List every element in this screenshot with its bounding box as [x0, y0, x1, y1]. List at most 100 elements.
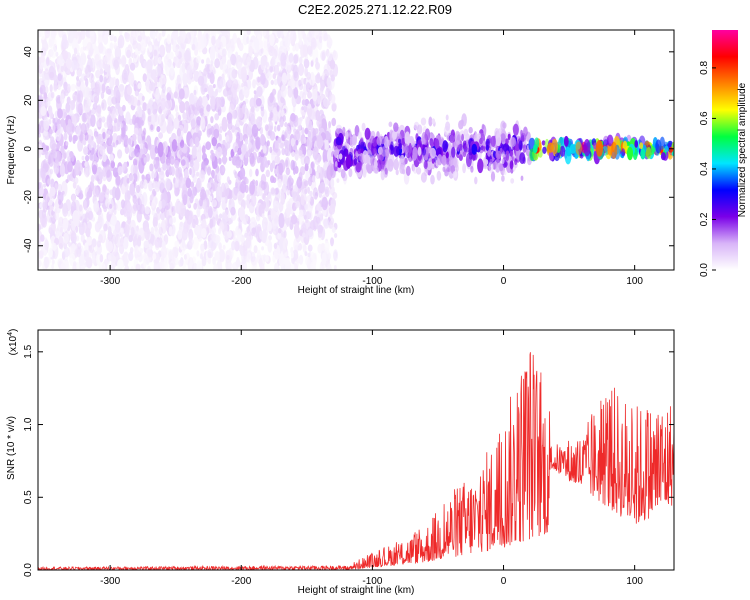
spectrogram-cell — [232, 79, 239, 91]
spectrogram-cell — [90, 114, 96, 127]
spectrogram-cell — [173, 91, 178, 99]
spectrogram-cell — [284, 252, 288, 257]
spectrogram-cell — [120, 227, 125, 235]
spectrogram-cell — [277, 227, 282, 234]
spectrogram-cell — [294, 80, 300, 89]
spectrogram-cell — [43, 183, 47, 188]
spectrogram-cell — [230, 41, 236, 51]
spectrogram-cell — [317, 95, 321, 105]
spectrogram-cell — [106, 169, 113, 182]
spectrogram-cell — [132, 194, 137, 204]
spectrogram-cell — [49, 84, 53, 93]
spectrogram-cell — [166, 52, 171, 58]
spectrogram-cell — [222, 156, 227, 165]
spectrogram-cell — [495, 150, 502, 160]
spectrogram-cell — [398, 142, 402, 150]
spectrogram-cell — [82, 39, 87, 47]
spectrogram-cell — [445, 151, 449, 159]
spectrogram-cell — [118, 30, 123, 36]
spectrogram-cell — [67, 161, 73, 173]
spectrogram-cell — [283, 212, 288, 220]
spectrogram-cell — [206, 182, 212, 190]
spectrogram-cell — [210, 95, 216, 108]
spectrogram-cell — [147, 249, 152, 258]
spectrogram-cell — [302, 44, 308, 57]
spectrogram-cell — [115, 102, 121, 116]
spectrogram-cell — [502, 143, 510, 153]
spectrogram-cell — [327, 133, 332, 141]
spectrogram-cell — [262, 156, 268, 168]
spectrogram-cell — [362, 150, 369, 164]
spectrogram-cell — [412, 146, 418, 160]
spectrogram-cell — [271, 160, 276, 169]
spectrogram-cell — [65, 141, 69, 146]
spectrogram-cell — [301, 30, 305, 36]
spectrogram-cell — [211, 35, 216, 46]
spectrogram-cell — [86, 191, 91, 200]
spectrogram-cell — [490, 171, 496, 182]
spectrogram-cell — [49, 71, 55, 79]
spectrogram-cell — [49, 110, 54, 120]
spectrogram-cell — [194, 47, 199, 56]
spectrogram-cell — [365, 163, 370, 172]
spectrogram-cell — [49, 186, 56, 197]
spectrogram-cell — [659, 136, 666, 150]
spectrogram-cell — [238, 220, 242, 229]
snr-y-tick-label: 1.5 — [23, 344, 34, 358]
spectrogram-cell — [282, 174, 288, 186]
spectrogram-cell — [542, 146, 547, 154]
spectrogram-cell — [228, 262, 233, 270]
spectrogram-cell — [292, 105, 296, 113]
spectrogram-cell — [137, 235, 142, 241]
spectrogram-cell — [569, 143, 576, 154]
spectrogram-cell — [63, 246, 70, 258]
spectrogram-cell — [120, 208, 125, 216]
spectrogram-cell — [222, 244, 226, 250]
spectrogram-cell — [302, 232, 306, 238]
spectrogram-cell — [95, 131, 99, 137]
spectrogram-cell — [294, 148, 298, 155]
spectrogram-cell — [411, 138, 415, 148]
spectrogram-cell — [181, 119, 185, 125]
spectrogram-cell — [158, 107, 163, 114]
spectrogram-cell — [242, 245, 248, 257]
spectrogram-cell — [376, 136, 382, 146]
spectrogram-cell — [267, 240, 273, 253]
spectrogram-cell — [442, 140, 448, 153]
spectrogram-cell — [126, 202, 132, 214]
spectrogram-cell — [48, 227, 53, 234]
spectrogram-cell — [480, 145, 484, 151]
spectrogram-cell — [329, 203, 336, 213]
spectrogram-cell — [193, 89, 197, 96]
spectrogram-cell — [294, 130, 301, 141]
spectrogram-cell — [165, 178, 173, 191]
spectrogram-cell — [304, 155, 310, 166]
spectrogram-cell — [462, 163, 466, 174]
spectrogram-cell — [277, 178, 283, 188]
spectrogram-cell — [575, 141, 583, 155]
spectrogram-cell — [50, 46, 57, 59]
spectrogram-cell — [244, 138, 249, 145]
spectrogram-cell — [310, 251, 315, 262]
spectrogram-cell — [237, 194, 243, 206]
spectrogram-cell — [212, 84, 216, 89]
spectrogram-cell — [154, 238, 161, 248]
spectrogram-cell — [285, 159, 289, 167]
spectrogram-cell — [231, 240, 236, 251]
spectrogram-cell — [290, 137, 295, 147]
spectrogram-cell — [231, 69, 238, 79]
spectrogram-cell — [107, 130, 111, 135]
spectrogram-cell — [99, 74, 104, 83]
snr-y-tick-label: 0.5 — [23, 490, 34, 504]
spectrogram-cell — [282, 239, 288, 250]
spectrogram-cell — [155, 65, 162, 77]
spectrogram-cell — [223, 182, 230, 198]
spectrogram-cell — [181, 159, 186, 167]
spectrogram-cell — [109, 154, 114, 161]
spectrogram-cell — [284, 131, 287, 139]
spectrogram-cell — [216, 146, 223, 158]
spectrogram-cell — [85, 227, 91, 238]
spectrogram-cell — [211, 152, 216, 162]
spectrogram-cell — [125, 111, 131, 125]
